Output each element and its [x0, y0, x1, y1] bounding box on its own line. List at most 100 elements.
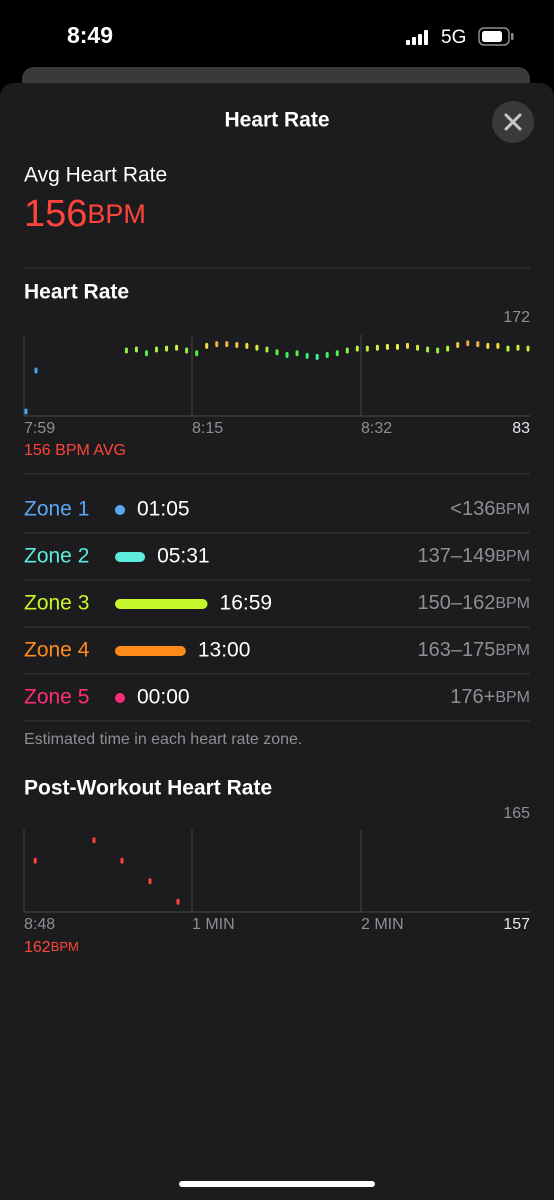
zone-range: 176+ [450, 686, 495, 708]
zone-name: Zone 3 [24, 592, 89, 615]
zone-name: Zone 5 [24, 686, 89, 709]
zone-range-text: 163–175BPM [417, 639, 530, 661]
avg-value: 156 [24, 193, 87, 235]
hr-sample [456, 342, 460, 349]
hr-sample [225, 341, 229, 348]
hr-sample [144, 350, 148, 357]
sheet [0, 83, 554, 1200]
start-value-text: 162BPM [24, 939, 79, 956]
battery [478, 27, 514, 46]
hr-sample [275, 349, 279, 356]
status-time: 8:49 [67, 22, 113, 48]
hr-sample [255, 344, 259, 351]
hr-sample [315, 353, 319, 360]
hr-sample [195, 350, 199, 357]
start-value: 162 [24, 939, 51, 956]
post-sample [120, 857, 124, 864]
hr-sample [526, 345, 530, 352]
hr-sample [416, 344, 420, 351]
hr-sample [365, 345, 369, 352]
post-sample [92, 837, 96, 844]
x-label: 8:32 [361, 420, 392, 437]
hr-sample [34, 367, 38, 374]
zone-range-text: 137–149BPM [417, 545, 530, 567]
hr-sample [335, 350, 339, 357]
avg-value-text: 156BPM [24, 193, 146, 235]
hr-sample [496, 342, 500, 349]
signal [406, 30, 428, 45]
chart-max: 172 [503, 309, 530, 326]
hr-sample [325, 352, 329, 359]
hr-sample [124, 347, 128, 354]
hr-sample [476, 341, 480, 348]
hr-sample [426, 346, 430, 353]
hr-sample [506, 345, 510, 352]
x-label: 2 MIN [361, 916, 404, 933]
zone-bar [115, 599, 208, 609]
section-title: Post-Workout Heart Rate [24, 777, 272, 800]
zone-unit: BPM [495, 642, 530, 659]
zone-range: <136 [450, 498, 495, 520]
hr-sample [245, 342, 249, 349]
zones-note: Estimated time in each heart rate zone. [24, 731, 302, 748]
zone-duration: 01:05 [137, 498, 190, 521]
post-sample [176, 898, 180, 905]
hr-sample [436, 347, 440, 354]
avg-label: Avg Heart Rate [24, 164, 167, 187]
zone-range: 150–162 [417, 592, 495, 614]
start-unit: BPM [51, 939, 79, 954]
chart-min: 157 [503, 916, 530, 933]
zone-duration: 13:00 [198, 639, 251, 662]
zone-duration: 05:31 [157, 545, 210, 568]
zone-duration: 00:00 [137, 686, 190, 709]
close-button[interactable] [492, 101, 534, 143]
hr-sample [486, 342, 490, 349]
zone-name: Zone 2 [24, 545, 89, 568]
hr-sample [516, 344, 520, 351]
zone-unit: BPM [495, 595, 530, 612]
hr-sample [345, 347, 349, 354]
zone-bar [115, 646, 186, 656]
post-sample [148, 878, 152, 885]
zone-range-text: 176+BPM [450, 686, 530, 708]
zone-duration: 16:59 [220, 592, 273, 615]
zone-bar [115, 693, 125, 703]
hr-sample [134, 346, 138, 353]
hr-sample [205, 342, 209, 349]
hr-sample [185, 347, 189, 354]
zone-range: 137–149 [417, 545, 495, 567]
zone-unit: BPM [495, 689, 530, 706]
hr-sample [305, 352, 309, 359]
chart-min: 83 [512, 420, 530, 437]
section-title: Heart Rate [24, 281, 129, 304]
zone-name: Zone 1 [24, 498, 89, 521]
zone-unit: BPM [495, 548, 530, 565]
hr-sample [155, 346, 159, 353]
hr-sample [406, 342, 410, 349]
hr-sample [466, 340, 470, 347]
hr-sample [385, 343, 389, 350]
hr-sample [395, 343, 399, 350]
hr-sample [355, 345, 359, 352]
zone-range-text: <136BPM [450, 498, 530, 520]
x-label: 8:15 [192, 420, 223, 437]
hr-sample [285, 352, 289, 359]
hr-sample [295, 350, 299, 357]
status-network: 5G [441, 27, 466, 48]
chart-max: 165 [503, 805, 530, 822]
zone-name: Zone 4 [24, 639, 90, 662]
zone-range-text: 150–162BPM [417, 592, 530, 614]
hr-sample [375, 344, 379, 351]
avg-line-label: 156 BPM AVG [24, 442, 126, 459]
zone-range: 163–175 [417, 639, 495, 661]
post-sample [33, 857, 37, 864]
hr-sample [175, 344, 179, 351]
hr-sample [235, 342, 239, 349]
hr-sample [446, 345, 450, 352]
x-label: 7:59 [24, 420, 55, 437]
zone-bar [115, 505, 125, 515]
x-label: 8:48 [24, 916, 55, 933]
x-label: 1 MIN [192, 916, 235, 933]
